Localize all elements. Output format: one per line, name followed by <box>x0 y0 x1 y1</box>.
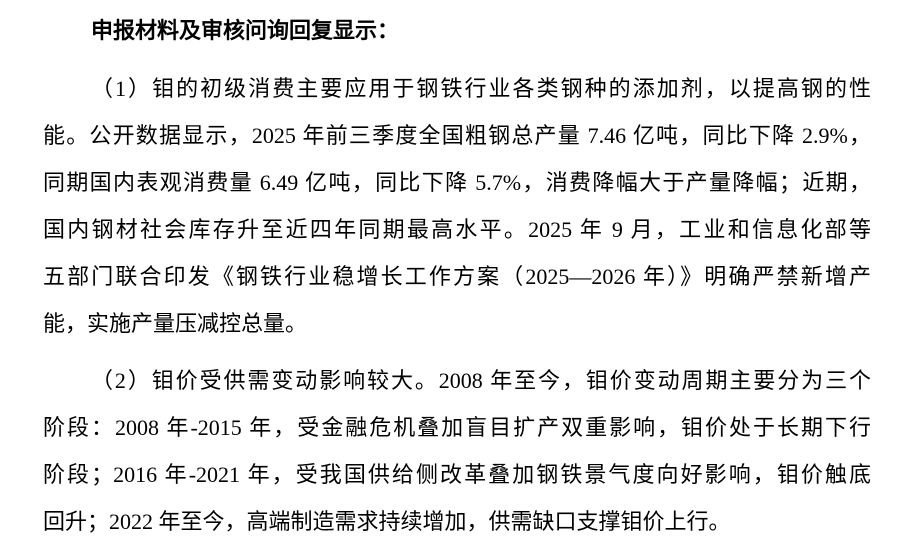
paragraph-line: 国内钢材社会库存升至近四年同期最高水平。2025 年 9 月，工业和信息化部等 <box>43 217 871 242</box>
paragraph-line: 能。公开数据显示，2025 年前三季度全国粗钢总产量 7.46 亿吨，同比下降 … <box>43 123 871 148</box>
paragraph-line: 回升；2022 年至今，高端制造需求持续增加，供需缺口支撑钼价上行。 <box>43 509 731 534</box>
paragraph-line: （2）钼价受供需变动影响较大。2008 年至今，钼价变动周期主要分为三个 <box>91 368 871 393</box>
paragraph-2: （2）钼价受供需变动影响较大。2008 年至今，钼价变动周期主要分为三个 阶段：… <box>43 357 871 545</box>
paragraph-line: 阶段；2016 年-2021 年，受我国供给侧改革叠加钢铁景气度向好影响，钼价触… <box>43 462 871 487</box>
paragraph-line: 阶段：2008 年-2015 年，受金融危机叠加盲目扩产双重影响，钼价处于长期下… <box>43 415 871 440</box>
paragraph-line: 同期国内表观消费量 6.49 亿吨，同比下降 5.7%，消费降幅大于产量降幅；近… <box>43 170 871 195</box>
section-heading: 申报材料及审核问询回复显示： <box>91 18 400 43</box>
paragraph-line: 五部门联合印发《钢铁行业稳增长工作方案（2025—2026 年）》明确严禁新增产 <box>43 264 871 289</box>
paragraph-1: （1）钼的初级消费主要应用于钢铁行业各类钢种的添加剂，以提高钢的性 能。公开数据… <box>43 65 871 347</box>
paragraph-line: （1）钼的初级消费主要应用于钢铁行业各类钢种的添加剂，以提高钢的性 <box>91 76 871 101</box>
paragraph-line: 能，实施产量压减控总量。 <box>43 311 308 336</box>
